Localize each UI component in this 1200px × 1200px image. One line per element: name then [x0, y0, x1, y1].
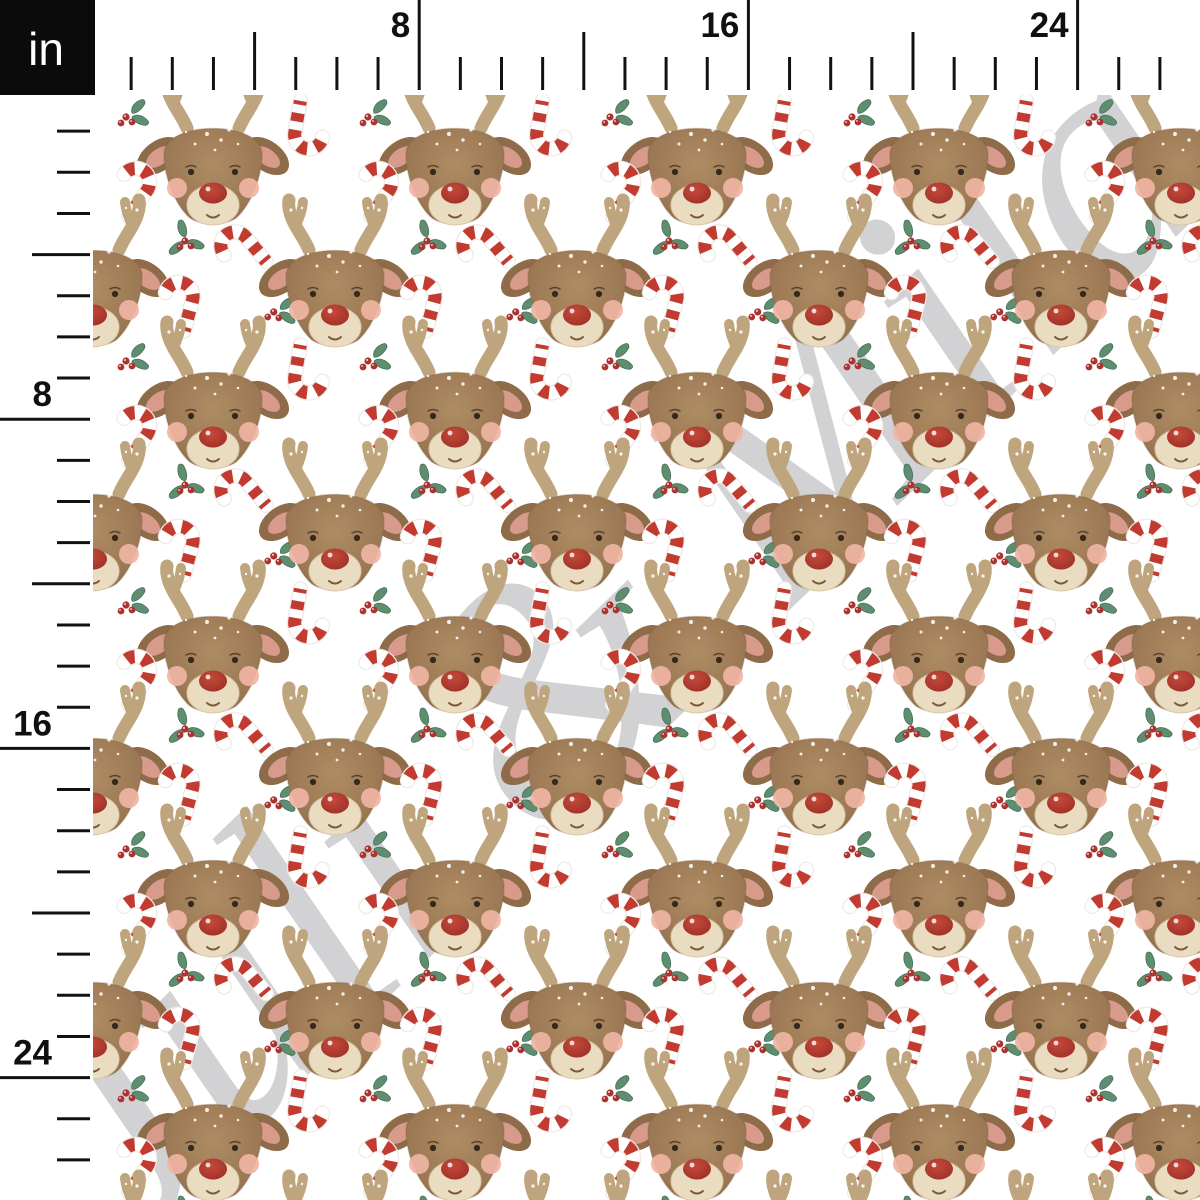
unit-box-background [0, 0, 95, 95]
top-ruler: 8 16 24 [129, 0, 1162, 90]
left-ruler-label: 8 [33, 375, 52, 414]
top-ruler-label: 8 [391, 6, 410, 45]
top-ruler-label: 16 [700, 6, 739, 45]
unit-label-box: in [0, 0, 95, 95]
unit-label: in [28, 23, 64, 75]
left-ruler-label: 24 [13, 1034, 52, 1073]
left-ruler-label: 16 [13, 704, 52, 743]
top-ruler-label: 24 [1030, 6, 1069, 45]
left-ruler: 8 16 24 [0, 129, 90, 1162]
